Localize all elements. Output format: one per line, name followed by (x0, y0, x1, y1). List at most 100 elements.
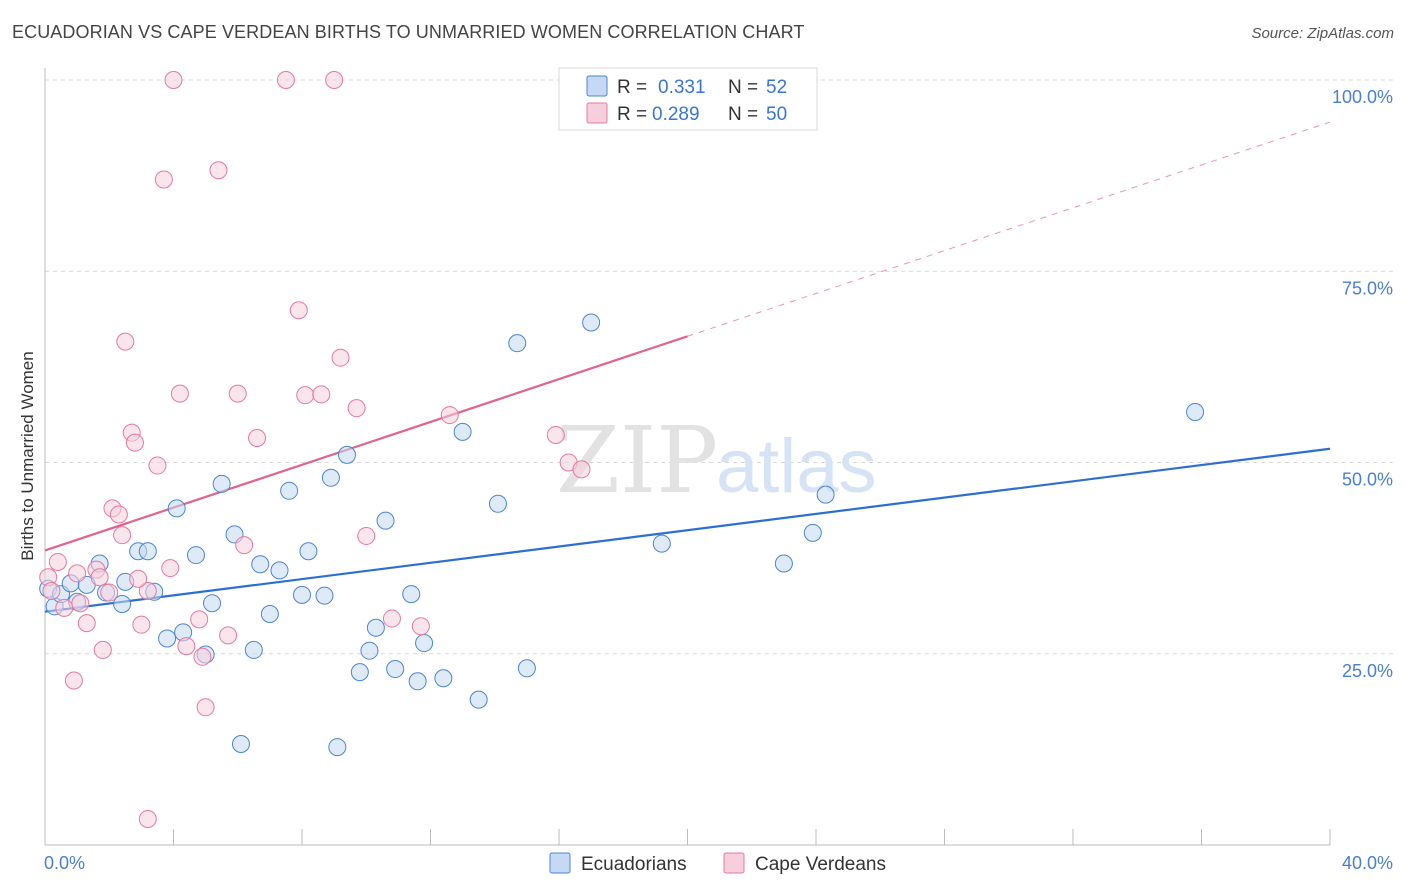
legend-label-cape-verdeans: Cape Verdeans (755, 854, 886, 875)
point-cape-verdeans (296, 386, 315, 405)
source-label: Source: ZipAtlas.com (1251, 25, 1394, 42)
point-ecuadorians (508, 334, 527, 353)
legend-n-label-2: N = (728, 104, 758, 125)
point-ecuadorians (293, 585, 311, 604)
point-cape-verdeans (116, 332, 135, 351)
point-cape-verdeans (440, 406, 459, 425)
point-cape-verdeans (64, 671, 83, 690)
point-ecuadorians (270, 561, 289, 580)
legend-swatch-blue (586, 75, 608, 97)
point-ecuadorians (337, 445, 356, 464)
point-cape-verdeans (572, 460, 591, 479)
series-legend: Ecuadorians Cape Verdeans (549, 852, 886, 875)
y-tick-label-100: 100.0% (1332, 87, 1393, 107)
point-ecuadorians (582, 313, 601, 332)
point-cape-verdeans (154, 170, 173, 189)
legend-label-ecuadorians: Ecuadorians (581, 854, 687, 875)
point-ecuadorians (366, 618, 385, 637)
point-cape-verdeans (42, 582, 61, 601)
point-ecuadorians (251, 555, 270, 574)
legend-swatch-pink (586, 102, 608, 124)
point-cape-verdeans (113, 526, 132, 545)
point-ecuadorians (158, 629, 177, 648)
point-ecuadorians (260, 604, 279, 623)
y-tick-label-25: 25.0% (1342, 661, 1393, 681)
point-cape-verdeans (331, 348, 350, 367)
point-cape-verdeans (209, 161, 228, 180)
stats-legend: R = 0.331 N = 52 R = 0.289 N = 50 (558, 67, 818, 131)
point-cape-verdeans (55, 598, 74, 617)
point-ecuadorians (386, 660, 405, 679)
point-ecuadorians (488, 494, 507, 513)
point-cape-verdeans (138, 582, 157, 601)
legend-n-value-2: 50 (766, 104, 787, 125)
point-ecuadorians (774, 554, 793, 573)
point-cape-verdeans (411, 617, 430, 636)
point-cape-verdeans (68, 564, 87, 583)
legend-r-label-2: R = (617, 104, 647, 125)
axes (44, 68, 1331, 846)
point-ecuadorians (517, 659, 536, 678)
point-ecuadorians (138, 542, 157, 561)
point-cape-verdeans (347, 399, 366, 418)
point-ecuadorians (299, 542, 318, 561)
point-cape-verdeans (357, 526, 376, 545)
point-cape-verdeans (129, 569, 148, 588)
point-ecuadorians (321, 468, 340, 487)
point-ecuadorians (469, 690, 488, 709)
point-cape-verdeans (148, 456, 167, 475)
point-cape-verdeans (193, 647, 212, 666)
point-ecuadorians (212, 474, 231, 493)
point-ecuadorians (434, 669, 453, 688)
trend-line-cape-verdeans (44, 335, 688, 552)
point-ecuadorians (360, 641, 379, 660)
point-ecuadorians (350, 663, 369, 682)
y-tick-labels: 25.0% 50.0% 75.0% 100.0% (1332, 87, 1393, 681)
point-ecuadorians (203, 594, 222, 613)
point-cape-verdeans (100, 583, 119, 602)
legend-r-value-1: 0.331 (658, 77, 706, 98)
point-cape-verdeans (170, 384, 189, 403)
point-cape-verdeans (161, 559, 180, 578)
point-ecuadorians (244, 640, 263, 659)
trend-line-ecuadorians (44, 447, 1331, 613)
point-cape-verdeans (219, 626, 238, 645)
point-cape-verdeans (196, 698, 215, 717)
point-ecuadorians (315, 586, 334, 605)
legend-swatch-ecuadorians (549, 852, 571, 874)
point-cape-verdeans (125, 433, 144, 452)
point-cape-verdeans (228, 384, 247, 403)
watermark-zip: ZIP (556, 407, 718, 514)
legend-r-value-2: 0.289 (652, 104, 700, 125)
point-ecuadorians (408, 672, 427, 691)
point-cape-verdeans (48, 552, 67, 571)
point-ecuadorians (280, 481, 299, 500)
trend-lines (44, 121, 1331, 613)
grid (45, 79, 1393, 655)
point-cape-verdeans (248, 429, 267, 448)
y-axis-label: Births to Unmarried Women (18, 351, 37, 560)
data-points (39, 71, 1205, 828)
point-ecuadorians (186, 546, 205, 565)
point-cape-verdeans (71, 594, 90, 613)
point-ecuadorians (328, 738, 347, 757)
legend-r-label-1: R = (617, 77, 647, 98)
x-tick-label-min: 0.0% (44, 853, 85, 873)
point-cape-verdeans (93, 640, 112, 659)
point-ecuadorians (415, 634, 434, 653)
point-cape-verdeans (132, 615, 151, 634)
point-cape-verdeans (177, 637, 196, 656)
watermark-atlas: atlas (716, 424, 877, 509)
y-tick-label-75: 75.0% (1342, 278, 1393, 298)
chart-title: ECUADORIAN VS CAPE VERDEAN BIRTHS TO UNM… (12, 22, 805, 42)
point-ecuadorians (453, 422, 472, 441)
point-ecuadorians (803, 523, 822, 542)
point-cape-verdeans (77, 614, 96, 633)
point-ecuadorians (113, 595, 132, 614)
point-ecuadorians (167, 499, 186, 518)
point-ecuadorians (231, 735, 250, 754)
legend-swatch-cape-verdeans (723, 852, 745, 874)
point-ecuadorians (402, 585, 421, 604)
point-cape-verdeans (276, 71, 295, 89)
